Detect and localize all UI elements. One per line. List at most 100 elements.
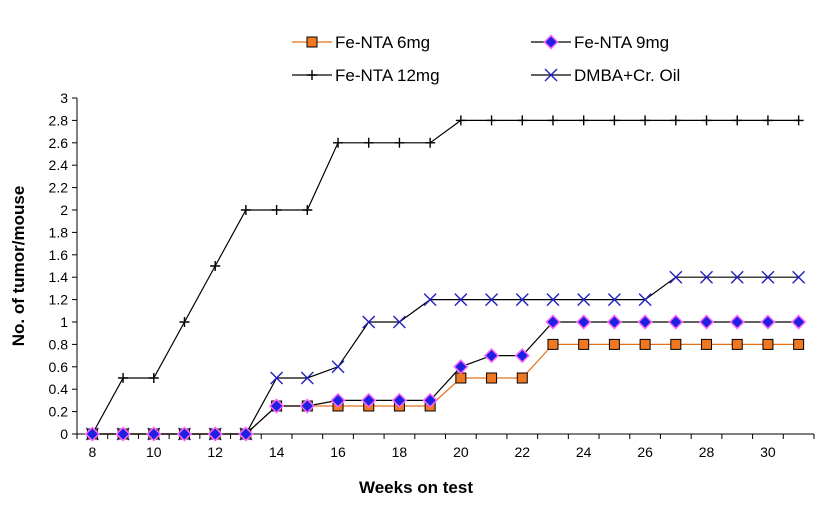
y-tick-label: 0.2 <box>49 404 69 420</box>
data-point <box>392 315 406 329</box>
data-point <box>299 398 315 414</box>
data-point <box>422 392 438 409</box>
x-axis-title: Weeks on test <box>359 478 473 497</box>
legend-marker <box>543 34 559 50</box>
data-point <box>576 314 592 330</box>
data-point <box>333 137 344 148</box>
data-point <box>701 115 712 126</box>
series-line <box>91 119 799 435</box>
series-fe-nta-9mg <box>84 314 807 442</box>
data-point <box>517 115 528 126</box>
y-tick-label: 2.6 <box>49 135 69 151</box>
data-point <box>486 115 497 126</box>
legend-label: Fe-NTA 12mg <box>335 66 440 85</box>
data-point <box>148 373 159 383</box>
data-point <box>762 338 774 350</box>
data-point <box>547 115 558 126</box>
data-point <box>207 426 223 442</box>
data-point <box>483 347 500 364</box>
x-tick-label: 24 <box>576 444 592 460</box>
data-point <box>669 270 683 284</box>
y-tick-label: 1 <box>60 314 68 330</box>
x-tick-label: 10 <box>146 444 162 460</box>
data-point <box>793 338 805 350</box>
series-dmba-cr-oil <box>85 270 806 441</box>
data-point <box>607 293 621 307</box>
y-tick-label: 2.4 <box>49 157 69 173</box>
y-tick-label: 2.2 <box>49 180 69 196</box>
data-point <box>454 293 468 307</box>
data-point <box>240 205 251 215</box>
data-point <box>179 317 190 327</box>
data-point <box>668 314 684 330</box>
data-point <box>792 270 806 284</box>
data-point <box>394 137 405 148</box>
data-point <box>423 293 437 307</box>
x-tick-label: 28 <box>699 444 715 460</box>
legend: Fe-NTA 6mg Fe-NTA 9mg Fe-NTA 12mg DMBA+Cr. … <box>292 33 680 85</box>
data-point <box>363 137 374 148</box>
data-point <box>331 360 345 374</box>
legend-label: Fe-NTA 9mg <box>574 33 669 52</box>
data-point <box>84 426 100 442</box>
data-point <box>270 371 284 385</box>
data-point <box>271 205 282 215</box>
data-point <box>639 338 651 350</box>
data-point <box>732 115 743 126</box>
legend-item-fe-nta-9mg: Fe-NTA 9mg <box>531 33 669 52</box>
legend-item-fe-nta-6mg: Fe-NTA 6mg <box>292 33 430 52</box>
data-point <box>176 426 193 442</box>
x-tick-label: 12 <box>207 444 223 460</box>
data-point <box>238 426 254 442</box>
data-point <box>761 270 775 284</box>
data-point <box>698 314 715 330</box>
data-point <box>606 314 623 330</box>
legend-label: Fe-NTA 6mg <box>335 33 430 52</box>
data-point <box>670 338 682 350</box>
data-point <box>762 115 773 126</box>
y-tick-label: 0.8 <box>49 336 69 352</box>
series-line <box>92 321 799 435</box>
data-point <box>115 426 131 442</box>
y-axis-title: No. of tumor/mouse <box>9 186 28 347</box>
y-tick-label: 1.4 <box>49 269 69 285</box>
legend-marker <box>544 68 558 82</box>
x-tick-label: 16 <box>330 444 346 460</box>
y-tick-label: 1.8 <box>49 224 69 240</box>
data-point <box>577 293 591 307</box>
x-tick-label: 26 <box>637 444 653 460</box>
series-line <box>92 276 799 435</box>
data-point <box>730 270 744 284</box>
data-point <box>700 270 714 284</box>
legend-marker <box>306 36 318 48</box>
y-tick-label: 0 <box>60 426 68 442</box>
y-tick-label: 2 <box>60 202 68 218</box>
series-fe-nta-12mg <box>87 115 804 439</box>
data-point <box>545 314 561 330</box>
data-point <box>146 426 162 442</box>
data-point <box>637 314 653 330</box>
data-point <box>731 338 743 350</box>
data-point <box>486 372 498 384</box>
data-point <box>455 372 467 384</box>
data-point <box>485 293 499 307</box>
data-point <box>515 293 529 307</box>
data-point <box>547 338 559 350</box>
data-point <box>330 392 346 409</box>
data-point <box>391 392 408 409</box>
data-point <box>791 314 807 330</box>
y-tick-label: 3 <box>60 90 68 106</box>
x-tick-label: 14 <box>269 444 285 460</box>
data-point <box>118 373 129 383</box>
y-tick-label: 1.6 <box>49 247 69 263</box>
data-point <box>300 371 314 385</box>
series-line <box>92 343 799 435</box>
data-point <box>701 338 713 350</box>
data-point <box>608 338 620 350</box>
x-tick-label: 30 <box>760 444 776 460</box>
data-point <box>453 359 469 375</box>
data-point <box>670 115 681 126</box>
data-point <box>425 137 436 148</box>
y-tick-label: 2.8 <box>49 112 69 128</box>
